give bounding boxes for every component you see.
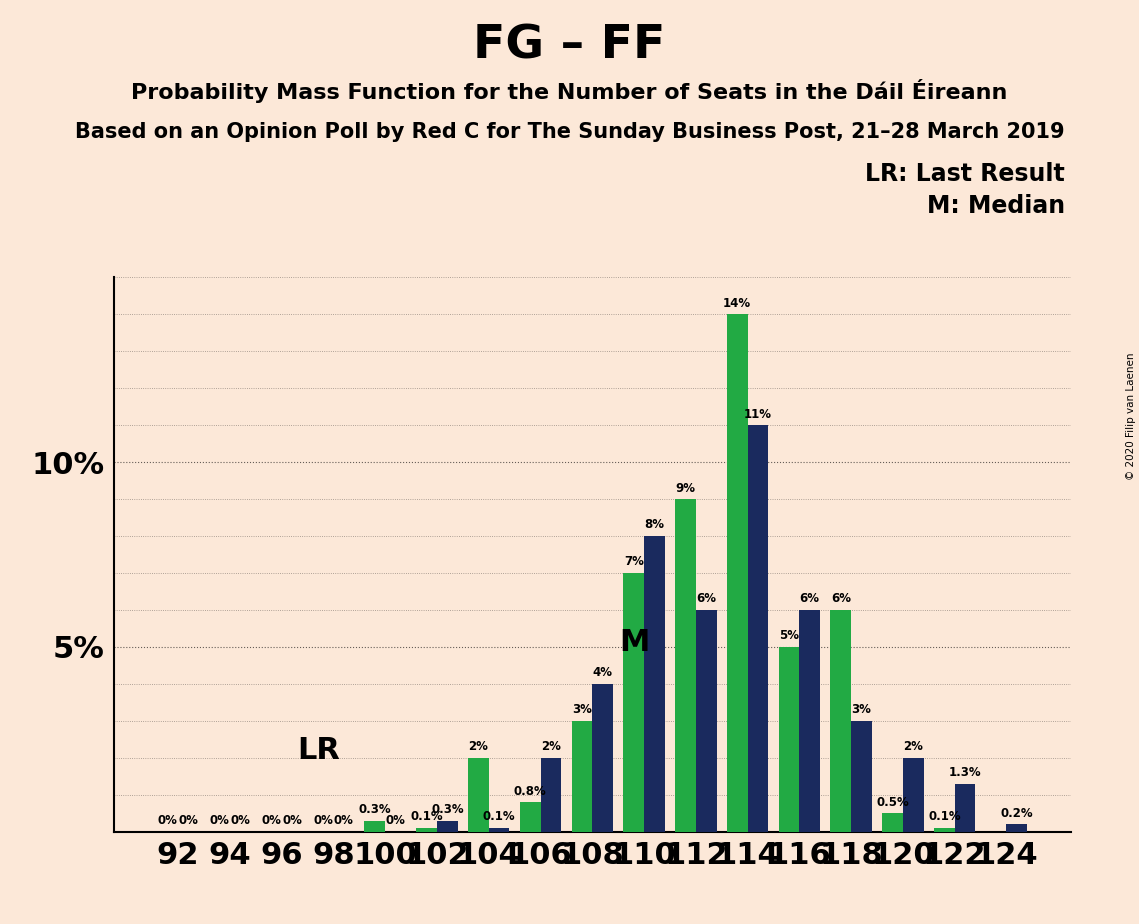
Bar [747,425,769,832]
Text: 0.1%: 0.1% [410,810,443,823]
Bar [592,684,613,832]
Bar [468,758,489,832]
Text: LR: Last Result: LR: Last Result [866,162,1065,186]
Text: 1.3%: 1.3% [949,766,982,779]
Bar [437,821,458,832]
Bar [696,610,716,832]
Text: 0%: 0% [230,814,251,827]
Text: 4%: 4% [592,666,613,679]
Text: 2%: 2% [903,740,924,753]
Text: 0%: 0% [158,814,178,827]
Text: 6%: 6% [830,592,851,605]
Bar [623,573,644,832]
Bar [541,758,562,832]
Bar [830,610,851,832]
Text: Probability Mass Function for the Number of Seats in the Dáil Éireann: Probability Mass Function for the Number… [131,79,1008,103]
Bar [883,813,903,832]
Text: 2%: 2% [468,740,489,753]
Bar [572,721,592,832]
Text: 11%: 11% [744,407,772,420]
Bar [903,758,924,832]
Text: 8%: 8% [645,518,664,531]
Text: 0.3%: 0.3% [359,803,391,816]
Bar [954,784,975,832]
Text: M: Median: M: Median [927,194,1065,218]
Text: 0%: 0% [334,814,354,827]
Text: 7%: 7% [624,555,644,568]
Bar [727,314,747,832]
Bar [851,721,871,832]
Text: M: M [620,628,650,657]
Text: 5%: 5% [779,629,800,642]
Text: 0.3%: 0.3% [431,803,464,816]
Bar [934,828,954,832]
Bar [675,499,696,832]
Bar [1007,824,1027,832]
Text: 0.8%: 0.8% [514,784,547,797]
Bar [519,802,541,832]
Bar [800,610,820,832]
Text: 0%: 0% [261,814,281,827]
Text: 3%: 3% [852,703,871,716]
Bar [779,647,800,832]
Text: 0%: 0% [179,814,198,827]
Text: 2%: 2% [541,740,560,753]
Text: 0%: 0% [313,814,333,827]
Text: 0.2%: 0.2% [1000,807,1033,820]
Text: 0.1%: 0.1% [483,810,516,823]
Text: 3%: 3% [572,703,592,716]
Text: 0%: 0% [210,814,229,827]
Bar [644,536,665,832]
Text: 14%: 14% [723,297,752,310]
Text: © 2020 Filip van Laenen: © 2020 Filip van Laenen [1126,352,1136,480]
Text: Based on an Opinion Poll by Red C for The Sunday Business Post, 21–28 March 2019: Based on an Opinion Poll by Red C for Th… [75,122,1064,142]
Text: 0.1%: 0.1% [928,810,960,823]
Text: 0.5%: 0.5% [876,796,909,808]
Bar [416,828,437,832]
Text: 0%: 0% [282,814,302,827]
Text: 6%: 6% [696,592,716,605]
Bar [489,828,509,832]
Text: 6%: 6% [800,592,820,605]
Text: 9%: 9% [675,481,696,494]
Text: FG – FF: FG – FF [474,23,665,68]
Text: LR: LR [297,736,341,765]
Bar [364,821,385,832]
Text: 0%: 0% [386,814,405,827]
